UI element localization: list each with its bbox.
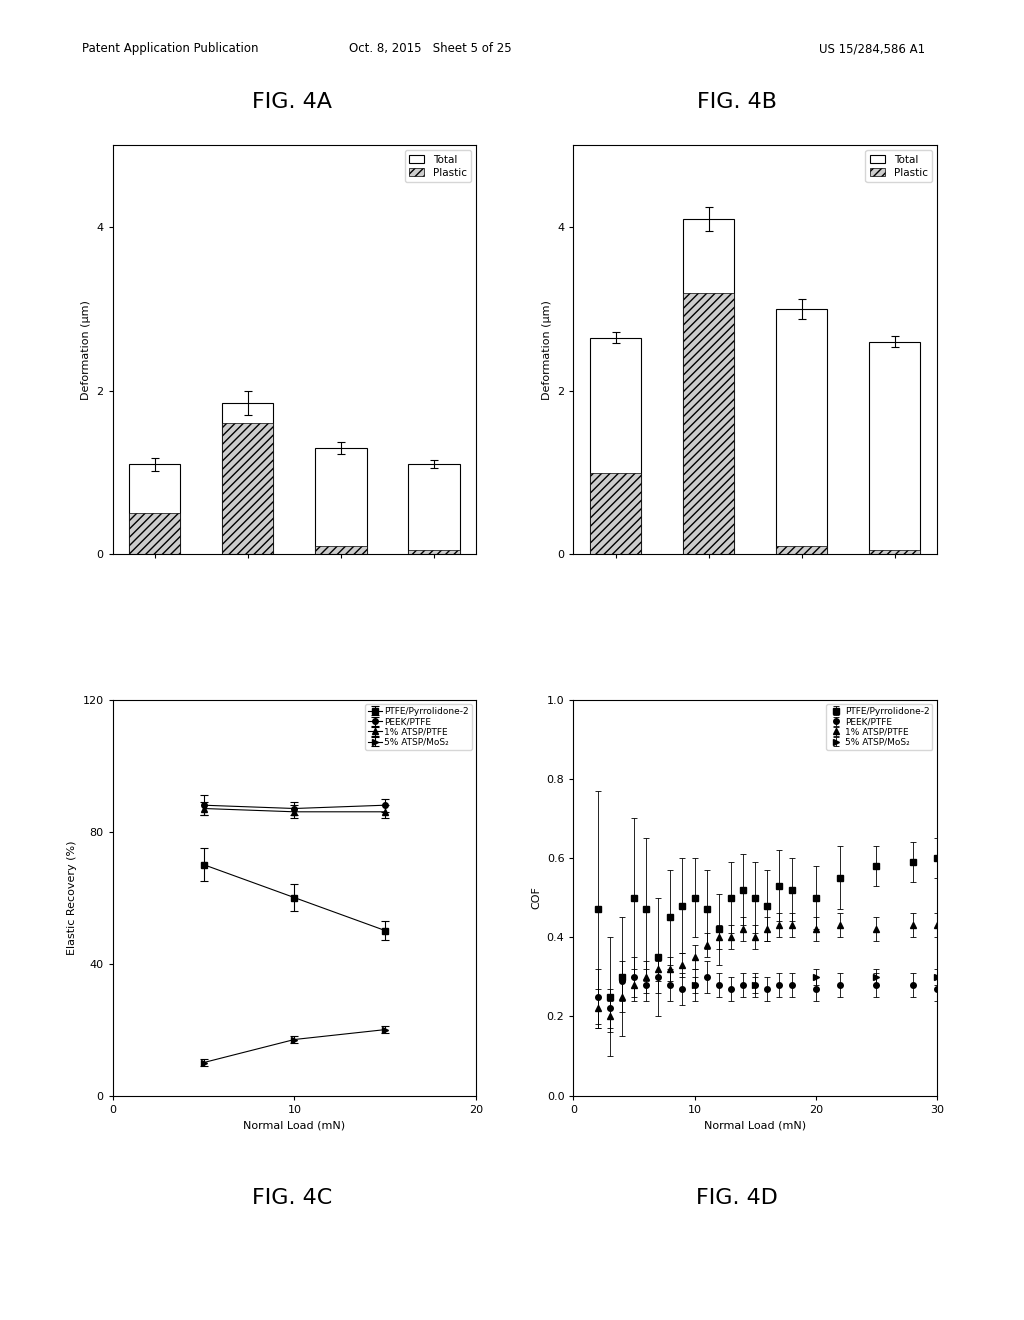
Bar	[129, 513, 180, 554]
Bar	[683, 219, 734, 554]
Legend: Total, Plastic: Total, Plastic	[865, 150, 932, 182]
Bar	[869, 342, 921, 554]
Bar	[222, 403, 273, 554]
Text: FIG. 4A: FIG. 4A	[252, 92, 332, 112]
Bar	[315, 447, 367, 554]
Bar	[222, 424, 273, 554]
Y-axis label: COF: COF	[531, 886, 541, 909]
Y-axis label: Elastic Recovery (%): Elastic Recovery (%)	[67, 841, 77, 954]
Bar	[590, 338, 641, 554]
Y-axis label: Deformation (μm): Deformation (μm)	[81, 300, 91, 400]
Bar	[315, 546, 367, 554]
Text: FIG. 4B: FIG. 4B	[697, 92, 777, 112]
Bar	[409, 465, 460, 554]
Bar	[129, 465, 180, 554]
Bar	[683, 293, 734, 554]
Text: FIG. 4D: FIG. 4D	[696, 1188, 778, 1208]
Text: FIG. 4C: FIG. 4C	[252, 1188, 332, 1208]
Text: Oct. 8, 2015   Sheet 5 of 25: Oct. 8, 2015 Sheet 5 of 25	[349, 42, 511, 55]
Bar	[776, 546, 827, 554]
X-axis label: Normal Load (mN): Normal Load (mN)	[244, 1121, 345, 1130]
Bar	[409, 550, 460, 554]
Bar	[776, 309, 827, 554]
Legend: Total, Plastic: Total, Plastic	[404, 150, 471, 182]
Bar	[590, 473, 641, 554]
Legend: PTFE/Pyrrolidone-2, PEEK/PTFE, 1% ATSP/PTFE, 5% ATSP/MoS₂: PTFE/Pyrrolidone-2, PEEK/PTFE, 1% ATSP/P…	[826, 704, 933, 750]
X-axis label: Normal Load (mN): Normal Load (mN)	[705, 1121, 806, 1130]
Bar	[869, 550, 921, 554]
Legend: PTFE/Pyrrolidone-2, PEEK/PTFE, 1% ATSP/PTFE, 5% ATSP/MoS₂: PTFE/Pyrrolidone-2, PEEK/PTFE, 1% ATSP/P…	[366, 704, 472, 750]
Text: US 15/284,586 A1: US 15/284,586 A1	[819, 42, 926, 55]
Text: Patent Application Publication: Patent Application Publication	[82, 42, 258, 55]
Y-axis label: Deformation (μm): Deformation (μm)	[542, 300, 552, 400]
